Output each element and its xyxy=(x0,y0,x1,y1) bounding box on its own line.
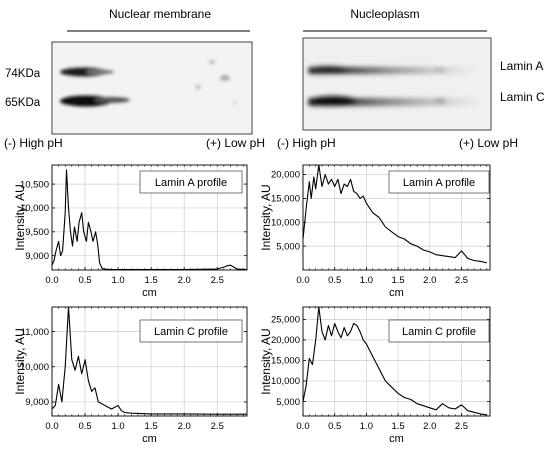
profile-line xyxy=(302,306,487,416)
x-tick-label: 1.0 xyxy=(111,275,124,286)
x-tick-label: 0.5 xyxy=(78,421,91,432)
x-tick-label: 0.0 xyxy=(296,275,309,286)
band-label-lamin-c: Lamin C xyxy=(500,90,545,104)
gel-frame xyxy=(302,37,492,131)
mw-label-65: 65KDa xyxy=(5,97,41,109)
x-axis-label: cm xyxy=(389,433,404,445)
plot-frame xyxy=(302,306,491,417)
y-tick-label: 15,000 xyxy=(271,356,300,367)
y-tick-label: 10,500 xyxy=(20,179,49,190)
y-axis-label: Intensity, AU xyxy=(259,184,273,250)
faint-spot xyxy=(195,85,201,89)
y-tick-label: 11,000 xyxy=(21,327,49,338)
faint-spot xyxy=(209,60,215,64)
x-tick-label: 1.5 xyxy=(391,275,404,286)
x-axis-label: cm xyxy=(142,287,157,299)
ph-label-right-low: (+) Low pH xyxy=(459,136,518,150)
legend-title: Lamin A profile xyxy=(403,177,475,189)
chart-nuclear-membrane-lamin-c: 0.0 0.5 1.0 1.5 2.0 2.5 9,000 10,000 11,000 Lamin… xyxy=(13,306,248,445)
legend-title: Lamin A profile xyxy=(155,177,227,189)
x-tick-label: 0.0 xyxy=(296,421,309,432)
x-tick-label: 2.0 xyxy=(423,275,436,286)
x-tick-label: 1.0 xyxy=(111,421,124,432)
legend-box xyxy=(139,319,243,343)
plot-frame xyxy=(302,164,491,271)
y-tick-label: 10,000 xyxy=(271,217,300,228)
x-tick-label: 1.0 xyxy=(360,421,373,432)
plot-frame xyxy=(51,164,248,271)
gel-frame xyxy=(51,41,253,135)
x-tick-label: 0.5 xyxy=(328,275,341,286)
y-tick-label: 10,000 xyxy=(20,203,49,214)
chart-nucleoplasm-lamin-a: 0.0 0.5 1.0 1.5 2.0 2.5 5,000 10,000 15,000 20,00… xyxy=(259,164,491,299)
legend-title: Lamin C profile xyxy=(402,326,476,338)
y-tick-label: 10,000 xyxy=(271,376,300,387)
chart-nuclear-membrane-lamin-a: 0.0 0.5 1.0 1.5 2.0 2.5 9,000 9,500 10,000 10,500… xyxy=(13,164,248,299)
faint-spot xyxy=(233,101,237,105)
nuclear-membrane-title: Nuclear membrane xyxy=(109,7,211,21)
profile-line xyxy=(302,164,487,264)
legend-box xyxy=(388,319,490,343)
y-tick-label: 25,000 xyxy=(271,315,300,326)
x-axis-label: cm xyxy=(142,433,157,445)
x-tick-label: 2.0 xyxy=(423,421,436,432)
plot-frame xyxy=(51,306,248,417)
x-tick-label: 0.0 xyxy=(45,275,58,286)
chart-nucleoplasm-lamin-c: 0.0 0.5 1.0 1.5 2.0 2.5 5,000 10,000 15,000 20,00… xyxy=(259,306,491,445)
band-65kda-tail xyxy=(94,97,130,103)
x-tick-label: 1.5 xyxy=(391,421,404,432)
faint-spot xyxy=(220,75,230,81)
legend-box xyxy=(388,170,490,194)
band-lamin-a-spot xyxy=(308,66,348,74)
ph-label-right-high: (-) High pH xyxy=(277,136,336,150)
x-tick-label: 2.0 xyxy=(178,275,191,286)
x-tick-label: 2.5 xyxy=(211,421,224,432)
nucleoplasm-gel xyxy=(302,37,492,131)
x-tick-label: 0.0 xyxy=(45,421,58,432)
ph-label-left-low: (+) Low pH xyxy=(206,136,265,150)
mw-label-74: 74KDa xyxy=(5,68,41,80)
y-tick-label: 5,000 xyxy=(276,397,300,408)
legend-box xyxy=(139,170,243,194)
y-tick-label: 9,000 xyxy=(25,251,49,262)
y-axis-label: Intensity, AU xyxy=(13,184,27,250)
y-tick-label: 15,000 xyxy=(271,194,300,205)
x-tick-label: 2.5 xyxy=(211,275,224,286)
y-tick-label: 10,000 xyxy=(20,362,49,373)
profile-line xyxy=(51,306,247,415)
nucleoplasm-title: Nucleoplasm xyxy=(350,7,419,21)
x-axis-label: cm xyxy=(389,287,404,299)
x-tick-label: 1.0 xyxy=(360,275,373,286)
x-tick-label: 0.5 xyxy=(328,421,341,432)
y-tick-label: 20,000 xyxy=(271,335,300,346)
x-tick-label: 2.0 xyxy=(178,421,191,432)
y-tick-label: 20,000 xyxy=(271,170,300,181)
y-tick-label: 5,000 xyxy=(276,241,300,252)
faint-spot xyxy=(434,98,446,104)
x-tick-label: 1.5 xyxy=(145,275,158,286)
x-tick-label: 2.5 xyxy=(455,421,468,432)
band-74kda-tail xyxy=(86,69,114,75)
band-lamin-c-spot xyxy=(309,96,357,106)
x-tick-label: 1.5 xyxy=(145,421,158,432)
x-tick-label: 2.5 xyxy=(455,275,468,286)
faint-spot xyxy=(434,68,446,72)
legend-title: Lamin C profile xyxy=(154,326,228,338)
profile-line xyxy=(51,169,248,271)
band-lamin-a-streak xyxy=(308,67,473,74)
band-label-lamin-a: Lamin A xyxy=(500,59,543,73)
ph-label-left-high: (-) High pH xyxy=(4,136,63,150)
y-axis-label: Intensity, AU xyxy=(13,328,27,394)
nuclear-membrane-gel xyxy=(51,41,253,135)
y-tick-label: 9,500 xyxy=(25,227,49,238)
y-tick-label: 9,000 xyxy=(25,397,49,408)
x-tick-label: 0.5 xyxy=(78,275,91,286)
y-axis-label: Intensity, AU xyxy=(259,328,273,394)
